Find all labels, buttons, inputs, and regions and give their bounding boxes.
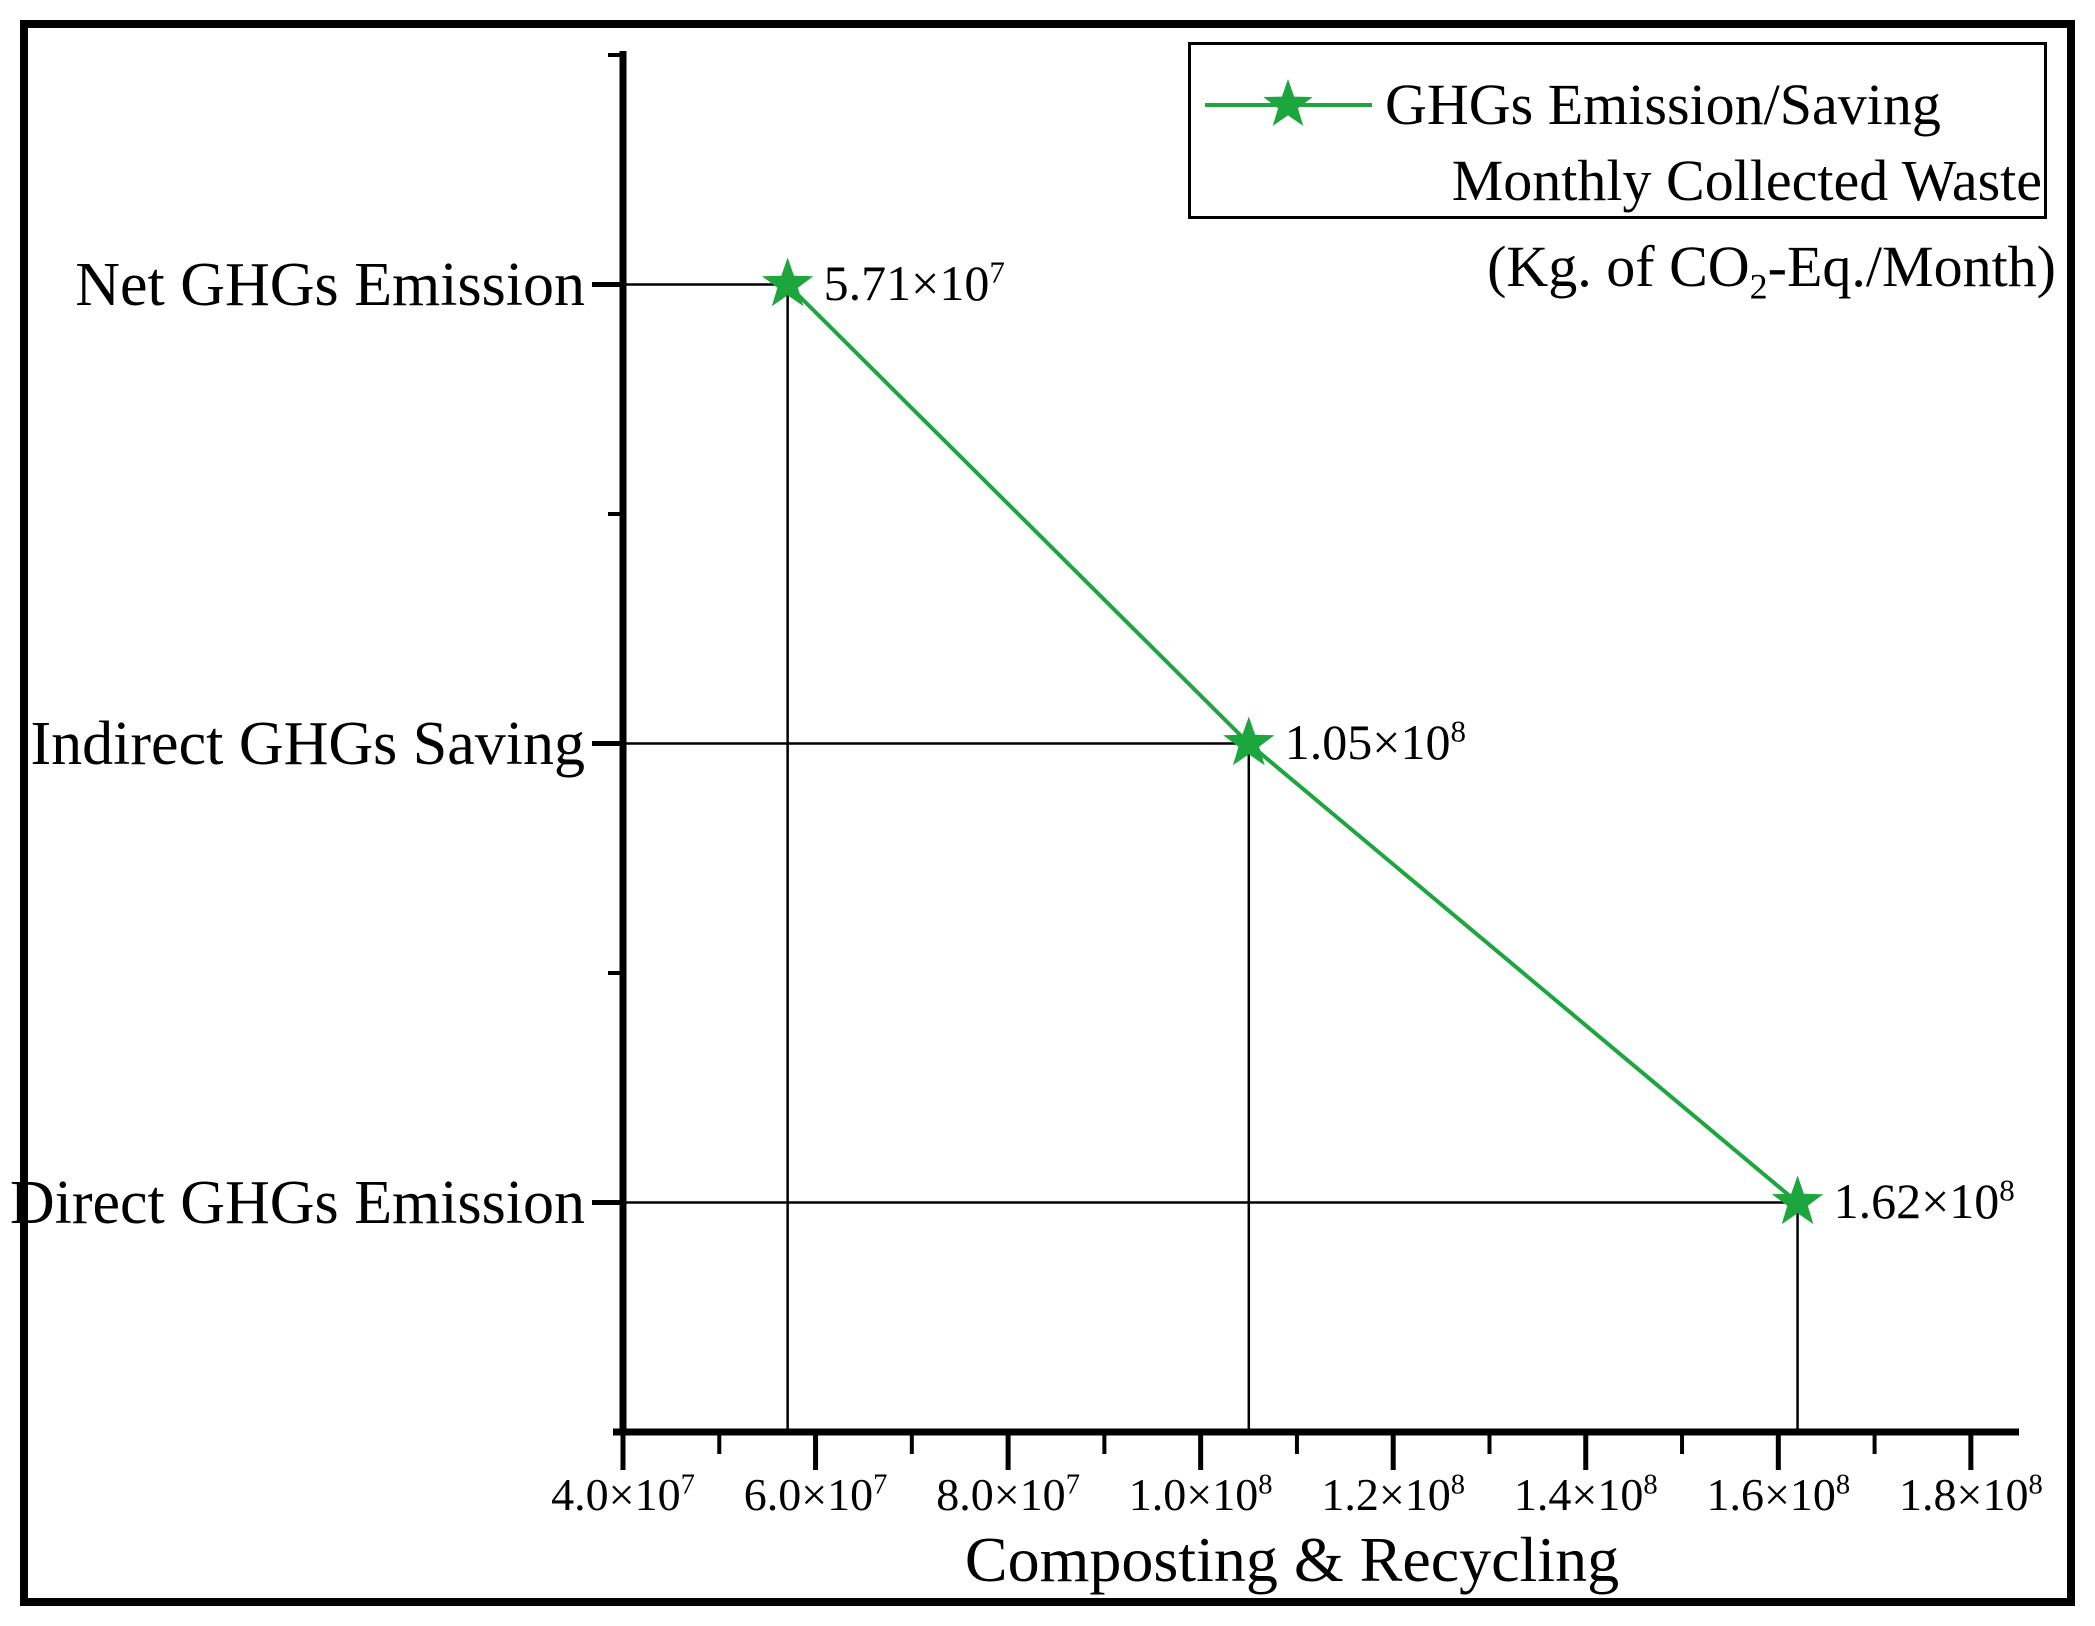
data-point-star [1771,1175,1824,1225]
legend-units-pre: (Kg. of CO [1487,234,1750,299]
x-tick-label: 4.0×107 [551,1469,695,1520]
point-value-label: 1.05×108 [1284,712,1466,770]
x-tick-label: 1.6×108 [1706,1469,1851,1520]
x-tick-label: 6.0×107 [743,1469,888,1520]
x-tick-label: 1.0×108 [1128,1469,1273,1520]
x-tick-label: 1.4×108 [1513,1469,1658,1520]
legend-series-label-line2: Monthly Collected Waste [1451,148,2042,213]
point-value-label: 1.62×108 [1833,1171,2015,1229]
x-tick-label: 8.0×107 [936,1469,1080,1520]
data-point-star [1223,716,1275,766]
legend-star-icon [1263,79,1313,126]
legend-box [1188,42,2047,219]
data-point-star [762,257,814,307]
point-value-label: 5.71×107 [823,253,1005,311]
legend-series-label: GHGs Emission/Saving [1385,72,1941,137]
y-category-label: Net GHGs Emission [75,250,585,319]
figure-border [20,20,2075,1606]
x-tick-label: 1.8×108 [1899,1469,2043,1520]
legend-units-post: -Eq./Month) [1767,234,2056,299]
y-category-label: Direct GHGs Emission [9,1168,585,1237]
x-tick-label: 1.2×108 [1321,1469,1466,1520]
legend-units-sub: 2 [1749,266,1768,307]
y-category-label: Indirect GHGs Saving [30,709,585,778]
legend-units-label: (Kg. of CO2-Eq./Month) [1487,234,2056,305]
x-axis-title: Composting & Recycling [964,1524,1620,1595]
